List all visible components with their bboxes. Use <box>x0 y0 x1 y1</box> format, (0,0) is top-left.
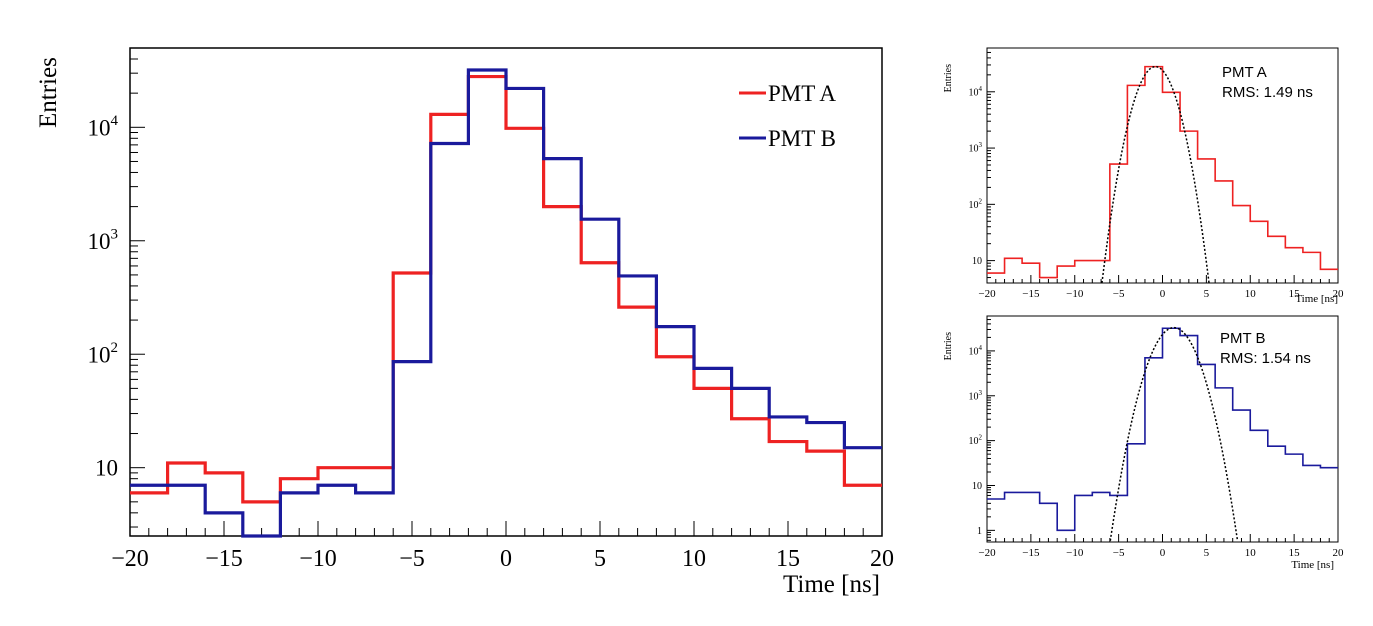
inset-a-y-axis-label: Entries <box>943 64 954 92</box>
inset-b-gaussian-fit <box>1109 326 1239 541</box>
y-tick-label: 102 <box>969 434 983 448</box>
inset-b-annotation-title: PMT B <box>1220 330 1266 347</box>
main-histogram-plot: −20 −15 −10 −5 0 5 10 15 20 10 102 103 104 Time [ns… <box>35 47 894 598</box>
x-tick-label: −10 <box>1066 288 1084 300</box>
main-axis-ticks <box>129 47 883 536</box>
inset-a-annotation-title: PMT A <box>1222 64 1267 81</box>
x-tick-label: −5 <box>399 546 425 572</box>
x-tick-label: 5 <box>1204 288 1210 300</box>
x-tick-label: 15 <box>776 546 800 572</box>
x-tick-label: −15 <box>205 546 243 572</box>
x-tick-label: 10 <box>1245 547 1257 559</box>
x-tick-label: 10 <box>682 546 706 572</box>
y-tick-label: 103 <box>88 226 119 253</box>
y-tick-label: 10 <box>972 481 982 492</box>
x-tick-label: −15 <box>1022 288 1040 300</box>
series-pmt-a <box>987 65 1338 279</box>
main-series-group <box>130 68 882 538</box>
inset-b-annotation-rms: RMS: 1.54 ns <box>1220 350 1311 367</box>
series-pmt-b <box>987 327 1338 532</box>
inset-b-series-group <box>987 327 1338 532</box>
y-tick-label: 104 <box>969 344 983 358</box>
inset-a-x-tick-labels: −20 −15 −10 −5 0 5 10 15 20 <box>978 288 1344 300</box>
y-tick-label: 104 <box>88 113 119 140</box>
series-pmt-a <box>130 74 882 504</box>
x-tick-label: −20 <box>978 547 996 559</box>
y-tick-label: 104 <box>969 85 983 99</box>
x-tick-label: −10 <box>1066 547 1084 559</box>
x-tick-label: 20 <box>1333 288 1345 300</box>
x-tick-label: 0 <box>1160 288 1166 300</box>
x-tick-label: 5 <box>594 546 606 572</box>
inset-pmt-a-plot: −20 −15 −10 −5 0 5 10 15 20 10 102 103 104 Time [ns… <box>943 47 1344 305</box>
x-tick-label: −5 <box>1113 547 1125 559</box>
series-pmt-b <box>130 68 882 538</box>
y-tick-label: 102 <box>88 340 119 367</box>
y-tick-label: 103 <box>969 389 983 403</box>
y-tick-label: 102 <box>969 197 983 211</box>
inset-b-axis-ticks <box>986 315 1339 542</box>
y-tick-label: 103 <box>969 141 983 155</box>
legend-label-pmt-a: PMT A <box>768 81 836 106</box>
x-tick-label: 5 <box>1204 547 1210 559</box>
gaussian-fit-curve <box>1109 326 1239 541</box>
x-tick-label: 20 <box>1333 547 1345 559</box>
main-y-axis-label: Entries <box>35 57 62 128</box>
inset-a-series-group <box>987 65 1338 279</box>
gaussian-fit-curve <box>1101 65 1210 283</box>
inset-a-gaussian-fit <box>1101 65 1210 283</box>
inset-b-x-axis-label: Time [ns] <box>1291 559 1334 571</box>
x-tick-label: 0 <box>1160 547 1166 559</box>
inset-a-annotation-rms: RMS: 1.49 ns <box>1222 84 1313 101</box>
legend-label-pmt-b: PMT B <box>768 126 836 151</box>
x-tick-label: −20 <box>111 546 149 572</box>
x-tick-label: 15 <box>1289 547 1301 559</box>
x-tick-label: 0 <box>500 546 512 572</box>
inset-b-x-tick-labels: −20 −15 −10 −5 0 5 10 15 20 <box>978 547 1344 559</box>
x-tick-label: 15 <box>1289 288 1301 300</box>
x-tick-label: 10 <box>1245 288 1257 300</box>
inset-a-axis-ticks <box>986 47 1339 284</box>
main-x-axis-label: Time [ns] <box>783 571 880 598</box>
x-tick-label: −15 <box>1022 547 1040 559</box>
y-tick-label: 10 <box>972 256 982 267</box>
x-tick-label: −5 <box>1113 288 1125 300</box>
main-y-tick-labels: 10 102 103 104 <box>88 113 119 481</box>
main-x-tick-labels: −20 −15 −10 −5 0 5 10 15 20 <box>111 546 894 572</box>
x-tick-label: −10 <box>299 546 337 572</box>
main-legend: PMT A PMT B <box>739 81 836 151</box>
inset-a-y-tick-labels: 10 102 103 104 <box>969 85 983 267</box>
x-tick-label: 20 <box>870 546 894 572</box>
inset-a-x-axis-label: Time [ns] <box>1295 293 1338 305</box>
inset-b-y-tick-labels: 1 10 102 103 104 <box>969 344 983 537</box>
y-tick-label: 10 <box>95 456 118 481</box>
x-tick-label: −20 <box>978 288 996 300</box>
y-tick-label: 1 <box>977 526 982 537</box>
inset-pmt-b-plot: −20 −15 −10 −5 0 5 10 15 20 1 10 102 103 104 Time [n… <box>943 315 1344 571</box>
inset-b-y-axis-label: Entries <box>943 332 954 360</box>
